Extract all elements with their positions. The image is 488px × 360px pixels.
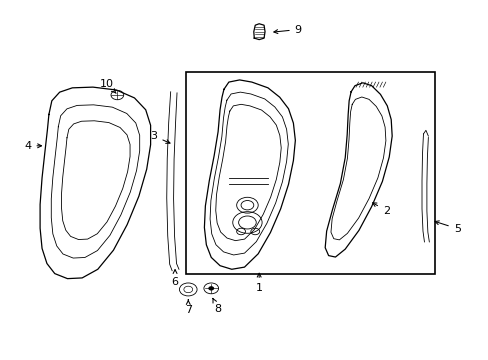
Text: 4: 4 <box>24 141 41 151</box>
Circle shape <box>208 286 214 291</box>
Text: 8: 8 <box>212 298 221 314</box>
Text: 6: 6 <box>171 270 178 287</box>
Text: 9: 9 <box>273 24 301 35</box>
Text: 2: 2 <box>372 203 389 216</box>
Text: 5: 5 <box>434 221 460 234</box>
Text: 10: 10 <box>100 78 116 93</box>
Text: 1: 1 <box>255 273 262 293</box>
Text: 7: 7 <box>184 300 191 315</box>
Bar <box>185 72 434 274</box>
Text: 3: 3 <box>150 131 170 143</box>
